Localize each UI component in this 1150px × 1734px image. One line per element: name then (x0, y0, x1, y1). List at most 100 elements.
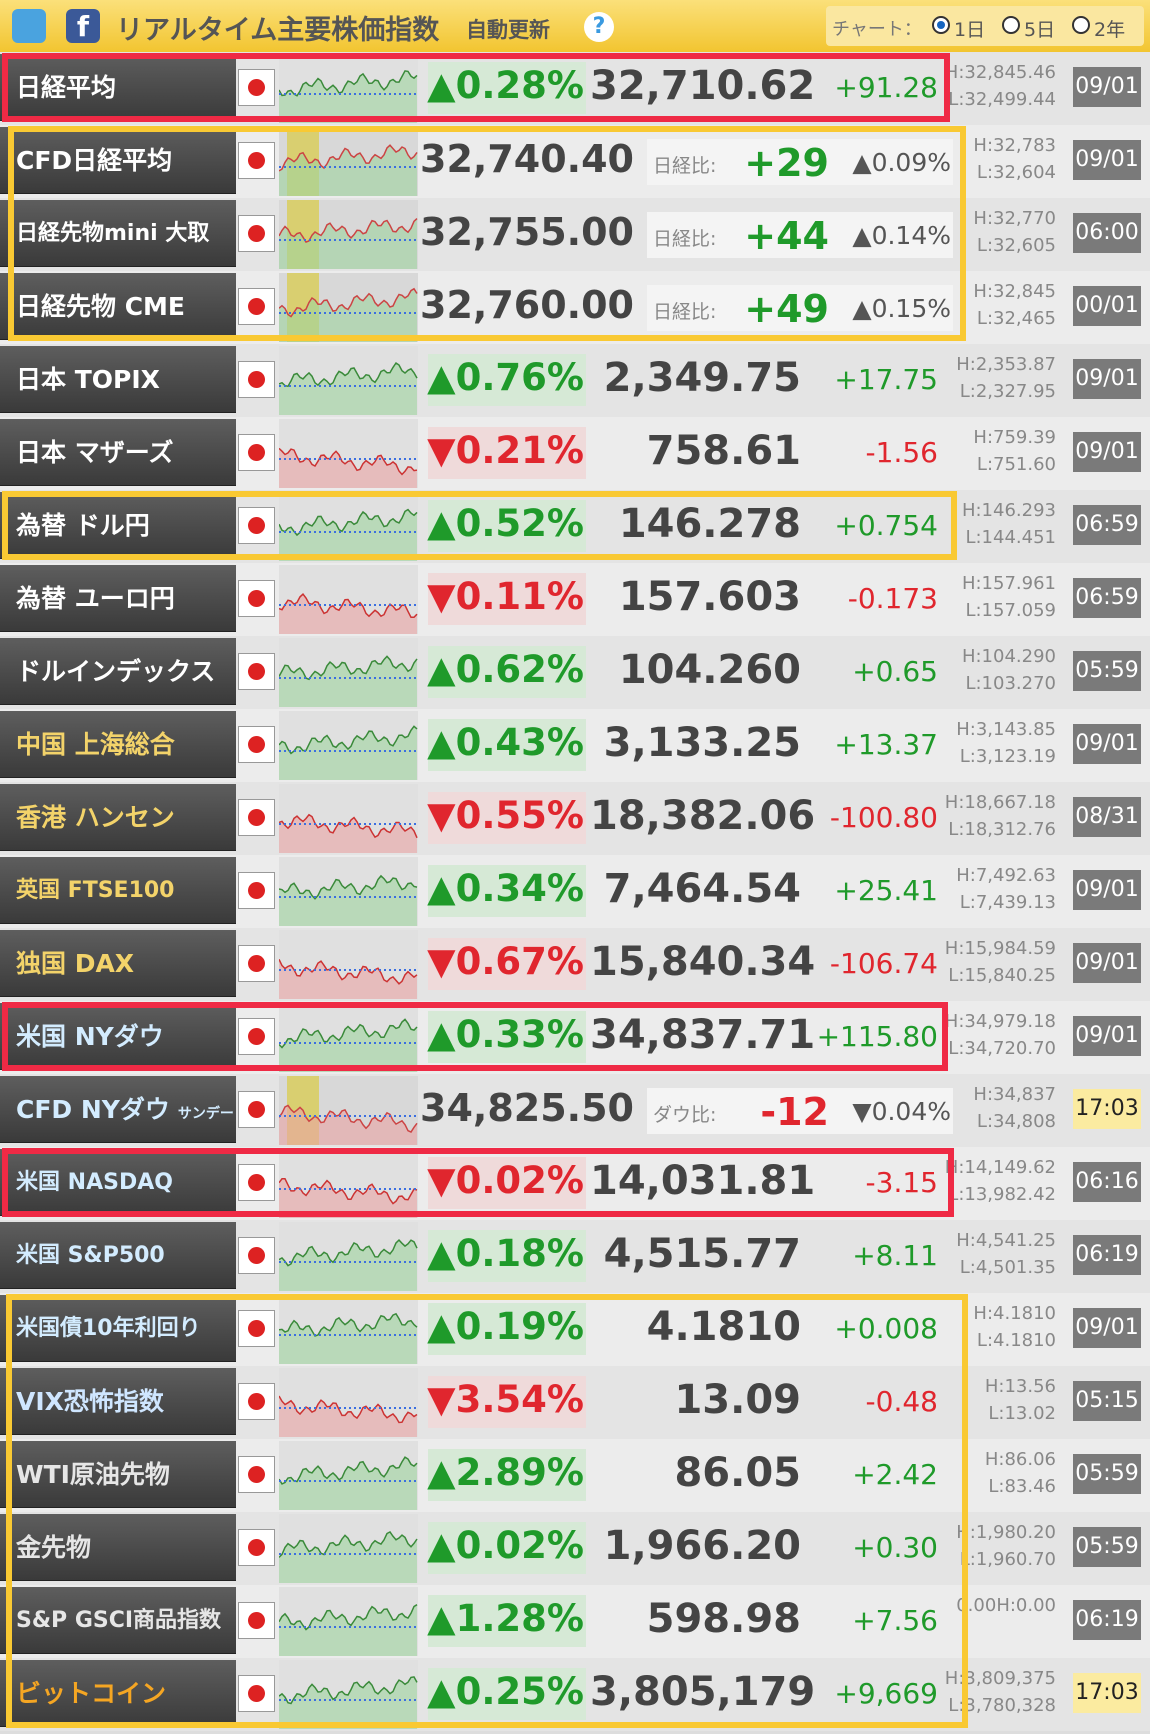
radio[interactable] (932, 16, 950, 34)
high: H:32,845 (973, 281, 1056, 302)
ticker-name[interactable]: 日本 TOPIX (0, 346, 236, 413)
sparkline (279, 1514, 418, 1583)
price: 18,382.06 (590, 793, 816, 839)
pct-box (428, 1011, 586, 1063)
time: 17:03 (1073, 1673, 1141, 1713)
radio[interactable] (1002, 16, 1020, 34)
time: 09/01 (1073, 67, 1141, 107)
time: 06:59 (1073, 578, 1141, 618)
name-text: 英国 FTSE100 (16, 878, 175, 903)
percent: ▲2.89% (427, 1451, 584, 1494)
ticker-name[interactable]: 米国 NASDAQ (0, 1149, 236, 1216)
facebook-icon[interactable]: f (66, 9, 100, 43)
ticker-name[interactable]: 日経先物mini 大取 (0, 200, 236, 267)
low: L:3,780,328 (948, 1695, 1056, 1716)
high: H:13.56 (984, 1376, 1056, 1397)
time: 17:03 (1073, 1089, 1141, 1129)
pct-box (428, 1595, 586, 1647)
pct-box (428, 1449, 586, 1501)
ticker-name[interactable]: CFD NYダウ サンデー (0, 1076, 236, 1143)
high: H:3,809,375 (944, 1668, 1056, 1689)
ticker-name[interactable]: 独国 DAX (0, 930, 236, 997)
price: 15,840.34 (590, 939, 816, 985)
name-text: 米国 S&P500 (16, 1243, 165, 1268)
ticker-name[interactable]: S&P GSCI商品指数 (0, 1587, 236, 1654)
pct-box (428, 1230, 586, 1282)
pct-box (428, 354, 586, 406)
change: +0.008 (834, 1312, 938, 1345)
flag-icon (238, 1091, 275, 1128)
price: 7,464.54 (603, 866, 801, 912)
twitter-icon[interactable] (12, 9, 46, 43)
radio-label: 1日 (954, 19, 986, 41)
ticker-row: 日経先物mini 大取 32,755.00 日経比: +44 ▲0.14% H:32,77… (0, 198, 1150, 271)
change: -100.80 (829, 801, 938, 834)
change: +115.80 (816, 1020, 938, 1053)
change: -106.74 (829, 947, 938, 980)
ticker-name[interactable]: 米国債10年利回り (0, 1295, 236, 1362)
ticker-name[interactable]: VIX恐怖指数 (0, 1368, 236, 1435)
pct-box (428, 1376, 586, 1428)
high: H:2,353.87 (956, 354, 1056, 375)
ticker-name[interactable]: 金先物 (0, 1514, 236, 1581)
compare-box: 日経比: +44 ▲0.14% (647, 212, 953, 258)
ticker-name[interactable]: 米国 S&P500 (0, 1222, 236, 1289)
price: 1,966.20 (603, 1523, 801, 1569)
percent: ▲0.02% (427, 1524, 584, 1567)
change: +0.65 (852, 655, 938, 688)
time: 09/01 (1073, 1308, 1141, 1348)
ticker-name[interactable]: 米国 NYダウ (0, 1003, 236, 1070)
low: L:103.270 (965, 673, 1056, 694)
low: L:32,465 (976, 308, 1056, 329)
ticker-row: 日経先物 CME 32,760.00 日経比: +49 ▲0.15% H:32,845 L:… (0, 271, 1150, 344)
pct-box (428, 62, 586, 114)
ticker-name[interactable]: WTI原油先物 (0, 1441, 236, 1508)
name-text: 日本 TOPIX (16, 365, 160, 394)
ticker-name[interactable]: 日経先物 CME (0, 273, 236, 340)
ticker-name[interactable]: 日経平均 (0, 54, 236, 121)
ticker-name[interactable]: 為替 ユーロ円 (0, 565, 236, 632)
change: -0.48 (865, 1385, 938, 1418)
name-text: 日経先物 CME (16, 292, 186, 321)
price: 4.1810 (646, 1304, 801, 1350)
ticker-name[interactable]: 香港 ハンセン (0, 784, 236, 851)
ticker-name[interactable]: 英国 FTSE100 (0, 857, 236, 924)
ticker-name[interactable]: CFD日経平均 (0, 127, 236, 194)
high: H:15,984.59 (944, 938, 1056, 959)
ticker-name[interactable]: ビットコイン (0, 1660, 236, 1727)
pct-box (428, 427, 586, 479)
ticker-row: 金先物 ▲0.02% 1,966.20 +0.30 H:1,980.20 L:1,960.… (0, 1512, 1150, 1585)
price: 4,515.77 (603, 1231, 801, 1277)
price: 157.603 (618, 574, 801, 620)
ticker-row: 為替 ドル円 ▲0.52% 146.278 +0.754 H:146.293 L:144.… (0, 490, 1150, 563)
high: H:32,845.46 (944, 62, 1056, 83)
time: 00/01 (1073, 286, 1141, 326)
time: 09/01 (1073, 724, 1141, 764)
price: 32,710.62 (590, 63, 816, 109)
time: 09/01 (1073, 943, 1141, 983)
high: H:4,541.25 (956, 1230, 1056, 1251)
radio[interactable] (1072, 16, 1090, 34)
pct-box (428, 865, 586, 917)
low: L:144.451 (965, 527, 1056, 548)
help-button[interactable]: ? (584, 12, 614, 42)
change: +25.41 (834, 874, 938, 907)
chart-selector: チャート： 1日 5日 2年 (826, 6, 1144, 46)
ticker-row: 米国債10年利回り ▲0.19% 4.1810 +0.008 H:4.1810 L:4.1… (0, 1293, 1150, 1366)
ticker-name[interactable]: 日本 マザーズ (0, 419, 236, 486)
ticker-name[interactable]: ドルインデックス (0, 638, 236, 705)
ticker-name[interactable]: 中国 上海総合 (0, 711, 236, 778)
compare-box: ダウ比: -12 ▼0.04% (647, 1088, 953, 1134)
sparkline (279, 711, 418, 780)
high: H:759.39 (973, 427, 1056, 448)
ticker-name[interactable]: 為替 ドル円 (0, 492, 236, 559)
flag-icon (238, 215, 275, 252)
flag-icon (238, 1456, 275, 1493)
low: L:18,312.76 (948, 819, 1056, 840)
ticker-row: VIX恐怖指数 ▼3.54% 13.09 -0.48 H:13.56 L:13.02 05:… (0, 1366, 1150, 1439)
ticker-row: WTI原油先物 ▲2.89% 86.05 +2.42 H:86.06 L:83.46 05:… (0, 1439, 1150, 1512)
high: H:86.06 (984, 1449, 1056, 1470)
pct-box (428, 719, 586, 771)
time: 05:15 (1073, 1381, 1141, 1421)
name-text: WTI原油先物 (16, 1460, 170, 1489)
